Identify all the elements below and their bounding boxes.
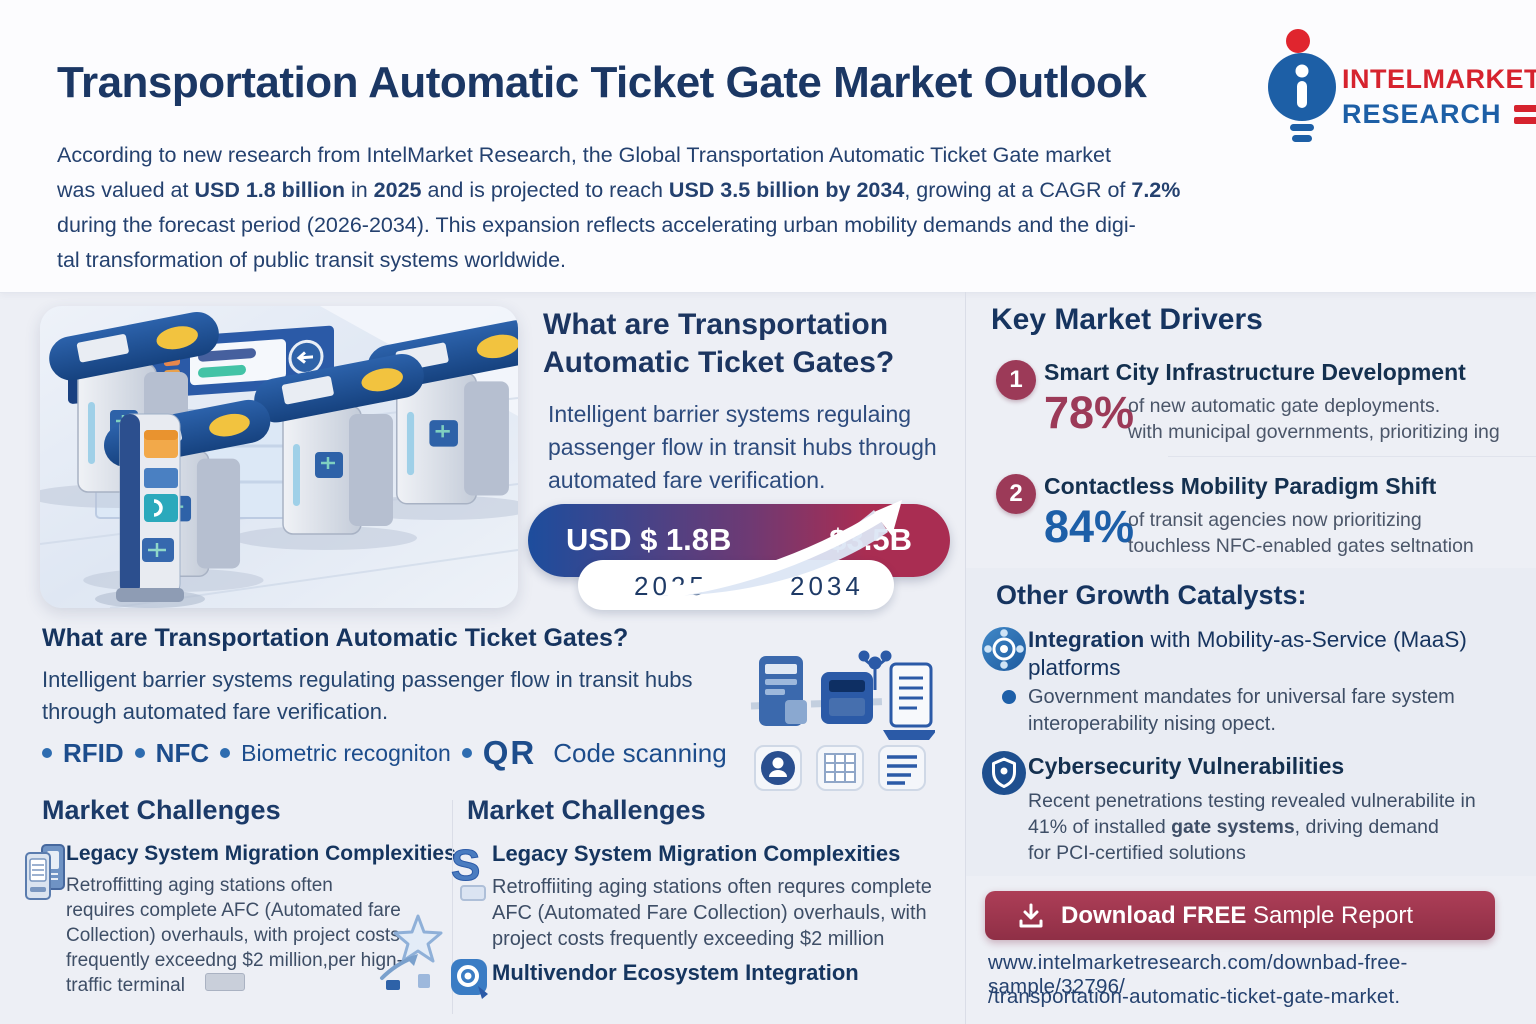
ticket-kiosk [95,413,205,608]
catalyst-1-title: Integration with Mobility-as-Service (Ma… [1028,627,1467,680]
bullet-dot-icon [220,748,231,758]
driver-2-stat: 84% [1044,501,1135,552]
market-value-2025: USD $ 1.8B [566,522,732,557]
transit-devices-icons [750,650,935,791]
tag-biometric: Biometric recogniton [241,739,451,766]
lightbulb-logo-icon [1268,29,1336,142]
bullet-dot-icon [461,748,472,758]
sample-report-url-line1[interactable]: www.intelmarketresearch.com/downbad-free… [988,951,1408,998]
tag-rfid: RFID [63,737,124,768]
end-year: 2034 [790,571,864,601]
forecast-years-pill: 2025 2034 [578,560,894,610]
logo-equals-bars-icon [1513,105,1536,124]
driver-divider [1168,456,1536,457]
growth-catalysts-heading: Other Growth Catalysts: [996,580,1307,610]
catalyst-1-bullet: Government mandates for universal fare s… [1028,686,1455,735]
driver-1-number-badge: 1 [996,360,1036,400]
catalysts-band [966,568,1536,876]
legacy-servers-icon [25,844,65,900]
market-challenges-mid-heading: Market Challenges [467,795,706,825]
brand-logo: INTELMARKET RESEARCH [1342,64,1536,130]
what-are-gates-heading-top: What are Transportation Automatic Ticket … [543,308,895,379]
driver-2-title: Contactless Mobility Paradigm Shift [1044,473,1437,499]
what-are-gates-body-top: Intelligent barrier systems regulaing pas… [548,401,937,493]
legacy-migration-icon: S [451,841,486,901]
catalyst-2-body: Recent penetrations testing revealed vul… [1028,790,1476,864]
challenge-mid-body-1: Retroffiiting aging stations often requr… [492,876,932,950]
download-icon [1019,903,1043,927]
star-arrow-decoration-icon [380,914,443,990]
sample-report-url-line2[interactable]: /transportation-automatic-ticket-gate-ma… [988,985,1401,1008]
tag-qr-prefix: QR [482,734,537,771]
bullet-dot-icon [134,748,145,758]
challenge-mid-title-1: Legacy System Migration Complexities [492,841,901,866]
ticket-gates-scene [40,306,518,608]
what-are-gates-heading-bottom: What are Transportation Automatic Ticket… [42,624,629,652]
challenge-left-title: Legacy System Migration Complexities [66,842,456,865]
brand-name-line1: INTELMARKET [1342,64,1536,94]
download-sample-button[interactable]: Download FREE Sample Report [985,891,1495,940]
maas-network-icon [982,627,1026,671]
what-are-gates-body-bottom: Intelligent barrier systems regulating p… [42,667,693,724]
intro-paragraph: According to new research from IntelMark… [57,143,1181,272]
bullet-dot-icon [1002,690,1016,704]
terminal-chip-decoration [205,973,245,991]
challenge-left-body: Retroffitting aging stations often requir… [66,875,403,996]
svg-text:S: S [451,841,480,890]
page-title: Transportation Automatic Ticket Gate Mar… [57,58,1147,107]
bullet-dot-icon [42,748,52,758]
tag-qr-label: Code scanning [553,737,727,768]
driver-2-body: of transit agencies now prioritizing touc… [1128,509,1474,557]
ticket-gates-illustration [40,306,518,608]
column-divider [452,800,453,1014]
tag-nfc: NFC [155,737,210,768]
driver-2-number-badge: 2 [996,474,1036,514]
driver-1-title: Smart City Infrastructure Development [1044,359,1466,385]
catalyst-2-title: Cybersecurity Vulnerabilities [1028,753,1345,779]
cybersecurity-shield-icon [982,751,1026,795]
key-market-drivers-heading: Key Market Drivers [991,303,1263,336]
driver-1-body: of new automatic gate deployments. with m… [1128,395,1500,443]
panel-divider [965,292,966,1024]
market-value-2034: $3.5B [829,522,912,557]
download-button-label: Download FREE Sample Report [1061,901,1414,929]
technology-tags: RFID NFC Biometric recogniton QR Code sc… [42,734,727,772]
start-year: 2025 [634,571,708,601]
market-challenges-left-heading: Market Challenges [42,795,281,825]
multivendor-integration-icon [451,959,488,999]
driver-1-stat: 78% [1044,387,1135,438]
challenge-mid-title-2: Multivendor Ecosystem Integration [492,960,859,985]
brand-name-line2: RESEARCH [1342,99,1502,129]
header: Transportation Automatic Ticket Gate Mar… [0,0,1536,293]
